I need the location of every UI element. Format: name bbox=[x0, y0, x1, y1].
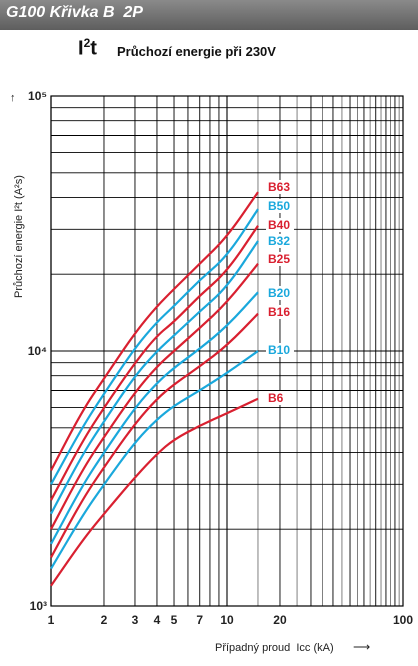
x-tick-label: 4 bbox=[154, 613, 161, 627]
y-tick-label: 10⁴ bbox=[28, 344, 47, 358]
x-axis-arrow: ⟶ bbox=[353, 640, 371, 654]
y-tick-label: 10⁵ bbox=[28, 89, 47, 103]
i2t-symbol-base: I bbox=[78, 37, 84, 60]
series-line-b10 bbox=[50, 350, 259, 570]
i2t-symbol-sup: 2 bbox=[83, 36, 91, 50]
series-label-bg bbox=[265, 391, 294, 405]
series-line-b50 bbox=[50, 208, 259, 485]
series-label-b63: B63 bbox=[268, 180, 290, 194]
series-label-b10: B10 bbox=[268, 343, 290, 357]
series-label-bg bbox=[265, 252, 294, 266]
x-tick-label: 2 bbox=[101, 613, 108, 627]
series-label-bg bbox=[265, 234, 294, 248]
series-line-b32 bbox=[50, 240, 259, 515]
x-tick-label: 10 bbox=[220, 613, 234, 627]
chart-subtitle: Průchozí energie při 230V bbox=[117, 44, 276, 59]
series-label-b25: B25 bbox=[268, 252, 290, 266]
series-line-b63 bbox=[50, 191, 259, 472]
i2t-symbol: I2t bbox=[78, 36, 97, 61]
series-label-b6: B6 bbox=[268, 391, 284, 405]
series-label-bg bbox=[265, 218, 294, 232]
series-label-bg bbox=[265, 286, 294, 300]
series-label-bg bbox=[265, 343, 294, 357]
series-line-b40 bbox=[50, 225, 259, 501]
series-line-b16 bbox=[50, 312, 259, 559]
series-line-b25 bbox=[50, 263, 259, 530]
i2t-symbol-tail: t bbox=[90, 37, 97, 60]
header-title: G100 Křivka B 2P bbox=[6, 4, 143, 21]
y-axis-arrow: ↑ bbox=[10, 92, 16, 104]
series-line-b6 bbox=[50, 397, 259, 587]
series-label-b16: B16 bbox=[268, 305, 290, 319]
plot-frame bbox=[50, 95, 404, 607]
series-label-b40: B40 bbox=[268, 218, 290, 232]
x-tick-label: 1 bbox=[48, 613, 55, 627]
x-tick-label: 7 bbox=[196, 613, 203, 627]
x-axis-label: Případný proud Icc (kA) bbox=[215, 642, 334, 654]
x-tick-label: 3 bbox=[132, 613, 139, 627]
y-tick-label: 10³ bbox=[30, 599, 47, 613]
series-label-b32: B32 bbox=[268, 234, 290, 248]
series-label-b20: B20 bbox=[268, 286, 290, 300]
series-label-b50: B50 bbox=[268, 199, 290, 213]
header-bar: G100 Křivka B 2P bbox=[0, 0, 418, 30]
x-tick-label: 20 bbox=[273, 613, 287, 627]
series-line-b20 bbox=[50, 291, 259, 545]
series-label-bg bbox=[265, 305, 294, 319]
x-tick-label: 5 bbox=[171, 613, 178, 627]
series-label-bg bbox=[265, 199, 294, 213]
series-label-bg bbox=[265, 180, 294, 194]
x-tick-label: 100 bbox=[393, 613, 413, 627]
